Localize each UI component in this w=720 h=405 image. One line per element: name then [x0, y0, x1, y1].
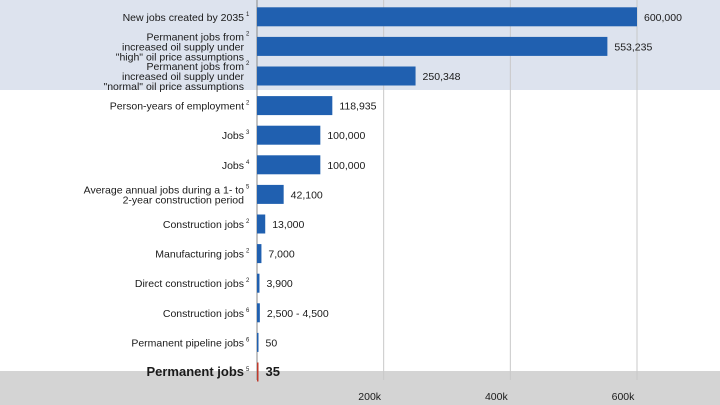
footnote-marker: 5 — [246, 367, 250, 373]
value-label: 600,000 — [644, 12, 682, 24]
bar — [257, 7, 637, 27]
category-label: Construction jobs — [163, 219, 244, 231]
bar — [257, 184, 284, 204]
value-label: 100,000 — [327, 160, 365, 172]
bar — [257, 66, 416, 86]
x-tick-label: 400k — [485, 391, 509, 403]
value-label: 42,100 — [291, 189, 323, 201]
bar — [257, 362, 259, 382]
x-tick-label: 600k — [612, 391, 636, 403]
value-label: 50 — [266, 337, 278, 349]
footnote-marker: 2 — [246, 101, 250, 107]
bar — [257, 155, 321, 175]
bottom-band — [0, 371, 720, 405]
footnote-marker: 2 — [246, 31, 250, 37]
value-label: 250,348 — [423, 71, 461, 83]
tick-labels: 200k 400k 600k — [358, 391, 635, 403]
category-label: Permanent pipeline jobs — [131, 337, 244, 349]
category-label: Permanent jobs — [146, 364, 244, 379]
bar — [257, 332, 259, 352]
value-label: 100,000 — [327, 130, 365, 142]
value-label: 35 — [266, 364, 280, 379]
category-label: Jobs — [222, 130, 244, 142]
bar — [257, 96, 333, 116]
value-label: 2,500 - 4,500 — [267, 308, 329, 320]
footnote-marker: 6 — [246, 337, 250, 343]
bars — [257, 7, 637, 382]
bar — [257, 303, 260, 323]
bar — [257, 214, 266, 234]
category-label: Permanent jobs from increased oil supply … — [103, 61, 244, 93]
footnote-marker: 1 — [246, 12, 250, 18]
bar — [257, 244, 262, 264]
value-labels: 600,000 553,235 250,348 118,935 100,000 100,0… — [266, 12, 683, 379]
footnote-marker: 2 — [246, 249, 250, 255]
value-label: 3,900 — [266, 278, 292, 290]
gridlines — [383, 0, 638, 380]
bar — [257, 273, 260, 293]
category-label: Manufacturing jobs — [155, 249, 244, 261]
value-label: 118,935 — [339, 101, 376, 113]
footnote-marker: 2 — [246, 278, 250, 284]
footnote-marker: 3 — [246, 130, 250, 136]
category-label: Direct construction jobs — [135, 278, 244, 290]
category-label: Permanent jobs from increased oil supply … — [116, 31, 245, 63]
value-label: 7,000 — [268, 249, 294, 261]
category-label: New jobs created by 2035 — [123, 12, 245, 24]
category-label: Jobs — [222, 160, 244, 172]
value-label: 13,000 — [272, 219, 304, 231]
bar — [257, 125, 321, 145]
category-label: Person-years of employment — [110, 101, 244, 113]
footnote-marker: 5 — [246, 184, 250, 190]
footnote-marker: 2 — [246, 61, 250, 67]
category-labels: New jobs created by 2035 1 Permanent jobs … — [84, 12, 250, 379]
footnote-marker: 6 — [246, 308, 250, 314]
footnote-marker: 4 — [246, 160, 250, 166]
bar — [257, 36, 608, 56]
x-tick-label: 200k — [358, 391, 382, 403]
footnote-marker: 2 — [246, 219, 250, 225]
category-label: Construction jobs — [163, 308, 244, 320]
value-label: 553,235 — [614, 41, 652, 53]
category-label: Average annual jobs during a 1- to 2-year… — [84, 184, 244, 206]
